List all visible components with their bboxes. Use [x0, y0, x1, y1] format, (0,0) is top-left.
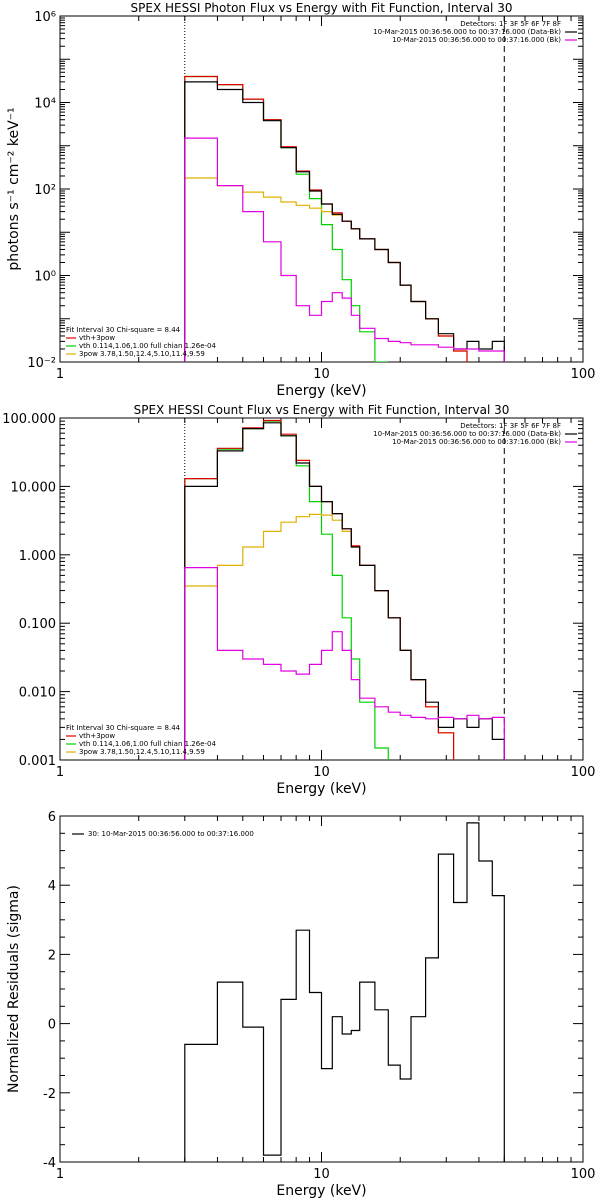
series-line-vth_3pow [184, 419, 455, 760]
legend-entry-text: Detectors: 1F 3F 5F 6F 7F 8F [460, 20, 561, 28]
series-line-vth [184, 420, 389, 760]
y-axis-label: Normalized Residuals (sigma) [6, 885, 22, 1093]
x-tick-label: 10 [313, 367, 330, 382]
legend-entry-text: vth 0.114,1.06,1.00 full chian 1.26e-04 [79, 740, 217, 748]
legend-entry-text: vth+3pow [79, 334, 115, 342]
legend-entry-text: 3pow 3.78,1.50,12.4,5.10,11.4,9.59 [79, 350, 205, 358]
chart-title: SPEX HESSI Photon Flux vs Energy with Fi… [131, 1, 513, 15]
y-tick-label: 10² [34, 183, 56, 198]
series-group [184, 822, 505, 1162]
y-tick-label: 10⁴ [34, 97, 56, 112]
series-line-total [184, 822, 505, 1162]
y-tick-label: 1.000 [19, 549, 56, 564]
x-tick-label: 1 [56, 367, 64, 382]
x-tick-label: 10 [313, 765, 330, 780]
y-tick-label: 0.001 [19, 754, 56, 769]
x-tick-label: 1 [56, 1167, 64, 1182]
legend-entry-text: 10-Mar-2015 00:36:56.000 to 00:37:16.000… [373, 28, 561, 36]
x-axis-label: Energy (keV) [276, 383, 366, 399]
y-tick-label: 10⁻² [27, 356, 56, 371]
y-tick-label: 2 [48, 948, 56, 963]
x-tick-label: 1 [56, 765, 64, 780]
x-axis-label: Energy (keV) [276, 1183, 366, 1199]
y-tick-label: 100.000 [2, 412, 56, 427]
photon-flux-panel: 1 10 100 10⁻² 10⁰ 10² 10⁴ 10⁶ SPEX HESSI Photon … [6, 1, 595, 399]
x-tick-label: 10 [313, 1167, 330, 1182]
legend-entry-text: vth 0.114,1.06,1.00 full chian 1.26e-04 [79, 342, 217, 350]
legend-entry-text: 10-Mar-2015 00:36:56.000 to 00:37:16.000… [392, 438, 561, 446]
x-tick-label: 100 [571, 765, 596, 780]
y-tick-label: 0.010 [19, 686, 56, 701]
series-line-vth [184, 75, 389, 362]
series-group [184, 419, 505, 760]
y-tick-label: 6 [48, 810, 56, 825]
series-group [184, 75, 505, 362]
y-tick-label: -4 [43, 1156, 56, 1171]
series-line-vth_3pow [184, 75, 480, 362]
y-tick-label: 10.000 [11, 480, 57, 495]
x-tick-label: 100 [571, 1167, 596, 1182]
legend-entry-text: Fit Interval 30 Chi-square = 8.44 [66, 326, 181, 334]
legend-entry-text: 30: 10-Mar-2015 00:36:56.000 to 00:37:16… [88, 830, 254, 838]
residuals-panel: 1 10 100 -4 -2 0 2 4 6 Energy (keV) Normalized Res… [6, 810, 595, 1199]
series-line-bk [184, 137, 505, 362]
chart-title: SPEX HESSI Count Flux vs Energy with Fit… [134, 403, 510, 417]
series-line-total [184, 81, 505, 362]
y-tick-label: 4 [48, 879, 56, 894]
series-line-total [184, 422, 505, 760]
y-tick-label: 0 [48, 1018, 56, 1033]
y-tick-label: 0.100 [19, 617, 56, 632]
count-flux-panel: 1 10 100 0.001 0.010 0.100 1.000 10.000 100.000 S… [2, 403, 595, 797]
legend-entry-text: Detectors: 1F 3F 5F 6F 7F 8F [460, 422, 561, 430]
y-tick-label: 10⁶ [34, 10, 56, 25]
y-tick-label: 10⁰ [34, 270, 56, 285]
y-tick-label: -2 [43, 1087, 56, 1102]
y-axis-label: photons s⁻¹ cm⁻² keV⁻¹ [6, 107, 22, 270]
legend-entry-text: 10-Mar-2015 00:36:56.000 to 00:37:16.000… [392, 36, 561, 44]
legend-entry-text: 10-Mar-2015 00:36:56.000 to 00:37:16.000… [373, 430, 561, 438]
legend-entry-text: 3pow 3.78,1.50,12.4,5.10,11.4,9.59 [79, 748, 205, 756]
series-line-3pow [184, 513, 455, 760]
x-tick-label: 100 [571, 367, 596, 382]
series-line-bk [184, 567, 505, 760]
x-axis-label: Energy (keV) [276, 781, 366, 797]
legend-entry-text: vth+3pow [79, 732, 115, 740]
legend-entry-text: Fit Interval 30 Chi-square = 8.44 [66, 724, 181, 732]
